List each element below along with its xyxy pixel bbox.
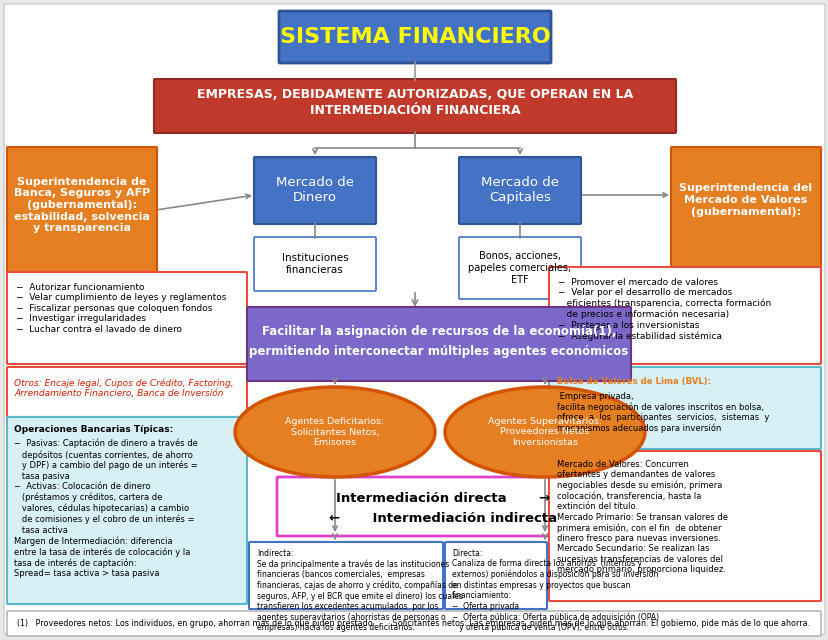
- FancyBboxPatch shape: [279, 11, 551, 63]
- Text: −  Autorizar funcionamiento
−  Velar cumplimiento de leyes y reglamentos
−  Fisc: − Autorizar funcionamiento − Velar cumpl…: [16, 283, 226, 333]
- FancyBboxPatch shape: [7, 611, 820, 636]
- Text: EMPRESAS, DEBIDAMENTE AUTORIZADAS, QUE OPERAN EN LA: EMPRESAS, DEBIDAMENTE AUTORIZADAS, QUE O…: [196, 88, 633, 102]
- Text: Mercado de
Capitales: Mercado de Capitales: [480, 176, 558, 204]
- Ellipse shape: [234, 387, 435, 477]
- FancyBboxPatch shape: [670, 147, 820, 274]
- Text: Instituciones
financieras: Instituciones financieras: [282, 253, 348, 275]
- Text: SISTEMA FINANCIERO: SISTEMA FINANCIERO: [279, 27, 550, 47]
- FancyBboxPatch shape: [459, 237, 580, 299]
- FancyBboxPatch shape: [247, 307, 630, 381]
- Text: ←       Intermediación indirecta: ← Intermediación indirecta: [329, 511, 556, 525]
- Text: Superintendencia del
Mercado de Valores
(gubernamental):: Superintendencia del Mercado de Valores …: [679, 184, 811, 216]
- FancyBboxPatch shape: [7, 272, 247, 364]
- FancyBboxPatch shape: [277, 477, 609, 536]
- FancyBboxPatch shape: [253, 237, 376, 291]
- FancyBboxPatch shape: [548, 267, 820, 364]
- FancyBboxPatch shape: [7, 147, 156, 274]
- FancyBboxPatch shape: [445, 542, 546, 609]
- Text: Mercado de
Dinero: Mercado de Dinero: [276, 176, 354, 204]
- Text: Otros: Encaje legal, Cupos de Crédito, Factoring,
Arrendamiento Financiero, Banc: Otros: Encaje legal, Cupos de Crédito, F…: [14, 378, 233, 398]
- Text: Agentes Superavitarios:
Proveedores Netos
Inversionistas: Agentes Superavitarios: Proveedores Neto…: [488, 417, 601, 447]
- FancyBboxPatch shape: [253, 157, 376, 224]
- Text: Indirecta:
Se da principalmente a través de las instituciones
financieras (banco: Indirecta: Se da principalmente a través…: [257, 549, 463, 632]
- FancyBboxPatch shape: [4, 4, 824, 634]
- Text: INTERMEDIACIÓN FINANCIERA: INTERMEDIACIÓN FINANCIERA: [310, 104, 520, 116]
- FancyBboxPatch shape: [154, 79, 675, 133]
- Text: Directa:
Canaliza de forma directa los ahorros  (internos y
externos) poniéndolo: Directa: Canaliza de forma directa los a…: [451, 549, 658, 632]
- Text: Facilitar la asignación de recursos de la economía(1),: Facilitar la asignación de recursos de l…: [262, 326, 615, 339]
- Text: Operaciones Bancarias Típicas:: Operaciones Bancarias Típicas:: [14, 425, 173, 434]
- FancyBboxPatch shape: [248, 542, 442, 609]
- Text: Intermediación directa       →: Intermediación directa →: [335, 492, 550, 504]
- FancyBboxPatch shape: [459, 157, 580, 224]
- Text: Empresa privada,
facilita negociación de valores inscritos en bolsa,
ofrece  a  : Empresa privada, facilita negociación de…: [556, 392, 768, 433]
- Text: −  Pasivas: Captación de dinero a través de
   depósitos (cuentas corrientes, de: − Pasivas: Captación de dinero a través …: [14, 439, 198, 578]
- Text: Superintendencia de
Banca, Seguros y AFP
(gubernamental):
estabilidad, solvencia: Superintendencia de Banca, Seguros y AFP…: [14, 177, 150, 233]
- Text: (1)   Proveedores netos: Los individuos, en grupo, ahorran más de lo que piden p: (1) Proveedores netos: Los individuos, e…: [17, 618, 810, 627]
- Text: Bonos, acciones,
papeles comerciales,
ETF: Bonos, acciones, papeles comerciales, ET…: [468, 252, 570, 285]
- Text: permitiendo interconectar múltiples agentes económicos: permitiendo interconectar múltiples agen…: [249, 346, 628, 358]
- FancyBboxPatch shape: [548, 367, 820, 449]
- FancyBboxPatch shape: [7, 417, 247, 604]
- Text: −  Promover el mercado de valores
−  Velar por el desarrollo de mercados
   efic: − Promover el mercado de valores − Velar…: [557, 278, 770, 340]
- FancyBboxPatch shape: [7, 367, 247, 417]
- Ellipse shape: [445, 387, 644, 477]
- Text: Bolsa de Valores de Lima (BVL):: Bolsa de Valores de Lima (BVL):: [556, 377, 710, 386]
- Text: Mercado de Valores: Concurren
ofertantes y demandantes de valores
negociables de: Mercado de Valores: Concurren ofertantes…: [556, 460, 727, 574]
- FancyBboxPatch shape: [548, 451, 820, 601]
- Text: Agentes Deficitarios:
Solicitantes Netos,
Emisores: Agentes Deficitarios: Solicitantes Netos…: [285, 417, 384, 447]
